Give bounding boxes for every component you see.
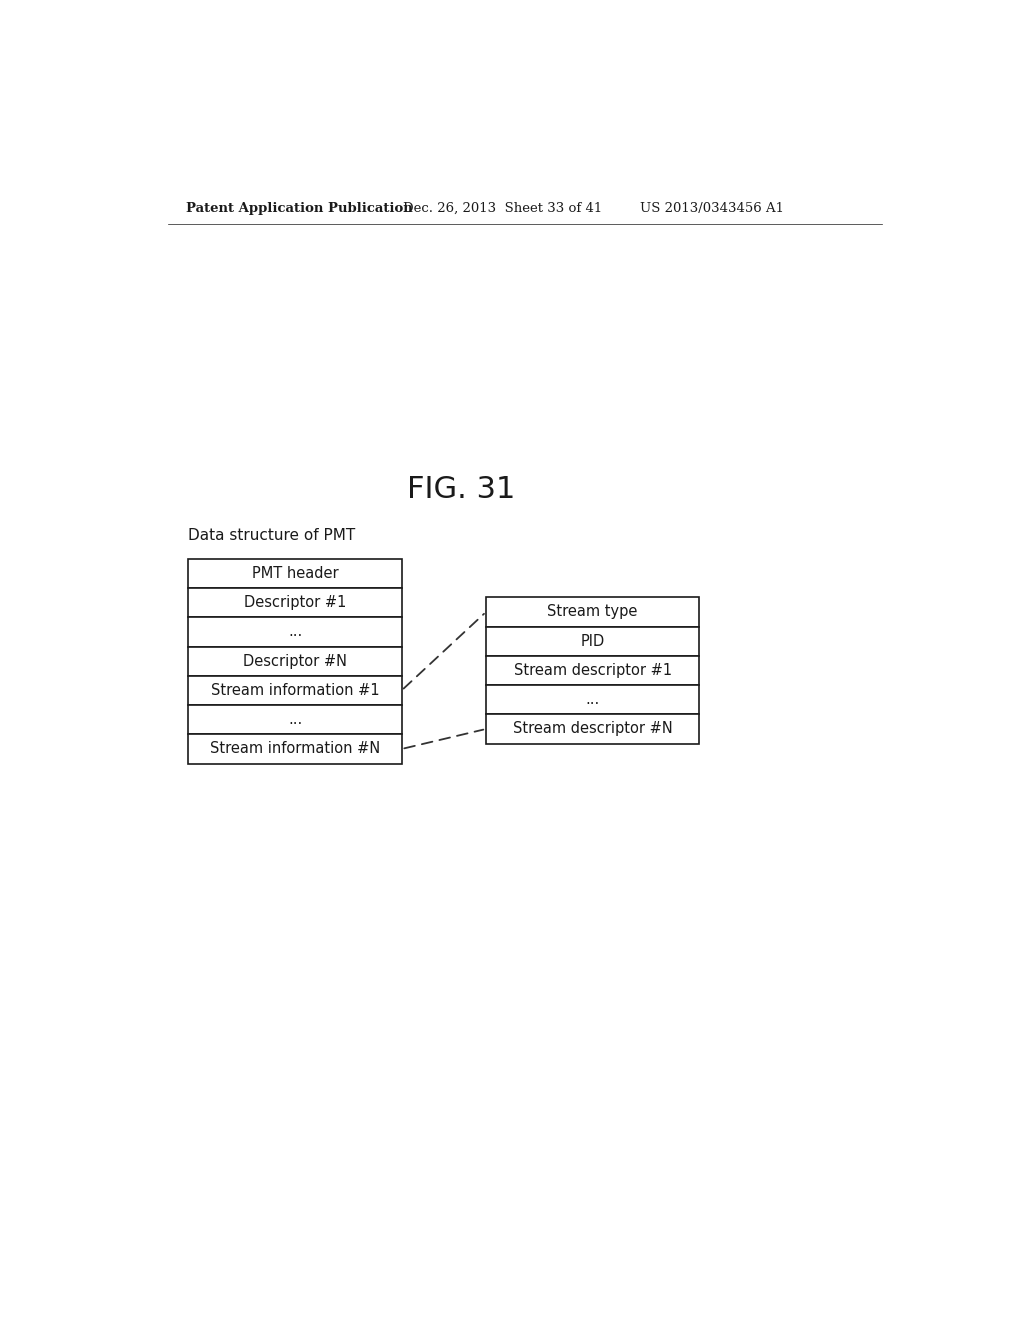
Text: FIG. 31: FIG. 31 xyxy=(408,475,515,504)
Text: ...: ... xyxy=(288,624,302,639)
Text: Patent Application Publication: Patent Application Publication xyxy=(186,202,413,215)
Text: Stream type: Stream type xyxy=(548,605,638,619)
Text: ...: ... xyxy=(586,692,600,708)
Bar xyxy=(486,656,699,685)
Bar xyxy=(486,685,699,714)
Bar xyxy=(486,598,699,627)
Text: Stream information #N: Stream information #N xyxy=(210,742,380,756)
Bar xyxy=(188,558,401,589)
Bar xyxy=(188,676,401,705)
Text: Descriptor #N: Descriptor #N xyxy=(243,653,347,669)
Text: Stream descriptor #1: Stream descriptor #1 xyxy=(514,663,672,678)
Text: Data structure of PMT: Data structure of PMT xyxy=(188,528,355,544)
Text: PMT header: PMT header xyxy=(252,566,338,581)
Bar xyxy=(188,734,401,763)
Text: PID: PID xyxy=(581,634,605,648)
Text: US 2013/0343456 A1: US 2013/0343456 A1 xyxy=(640,202,783,215)
Text: Stream descriptor #N: Stream descriptor #N xyxy=(513,722,673,737)
Text: Descriptor #1: Descriptor #1 xyxy=(244,595,346,610)
Bar xyxy=(188,589,401,618)
Bar xyxy=(188,647,401,676)
Bar xyxy=(188,618,401,647)
Text: ...: ... xyxy=(288,713,302,727)
Bar xyxy=(486,714,699,743)
Text: Stream information #1: Stream information #1 xyxy=(211,682,379,698)
Bar xyxy=(486,627,699,656)
Bar xyxy=(188,705,401,734)
Text: Dec. 26, 2013  Sheet 33 of 41: Dec. 26, 2013 Sheet 33 of 41 xyxy=(403,202,602,215)
